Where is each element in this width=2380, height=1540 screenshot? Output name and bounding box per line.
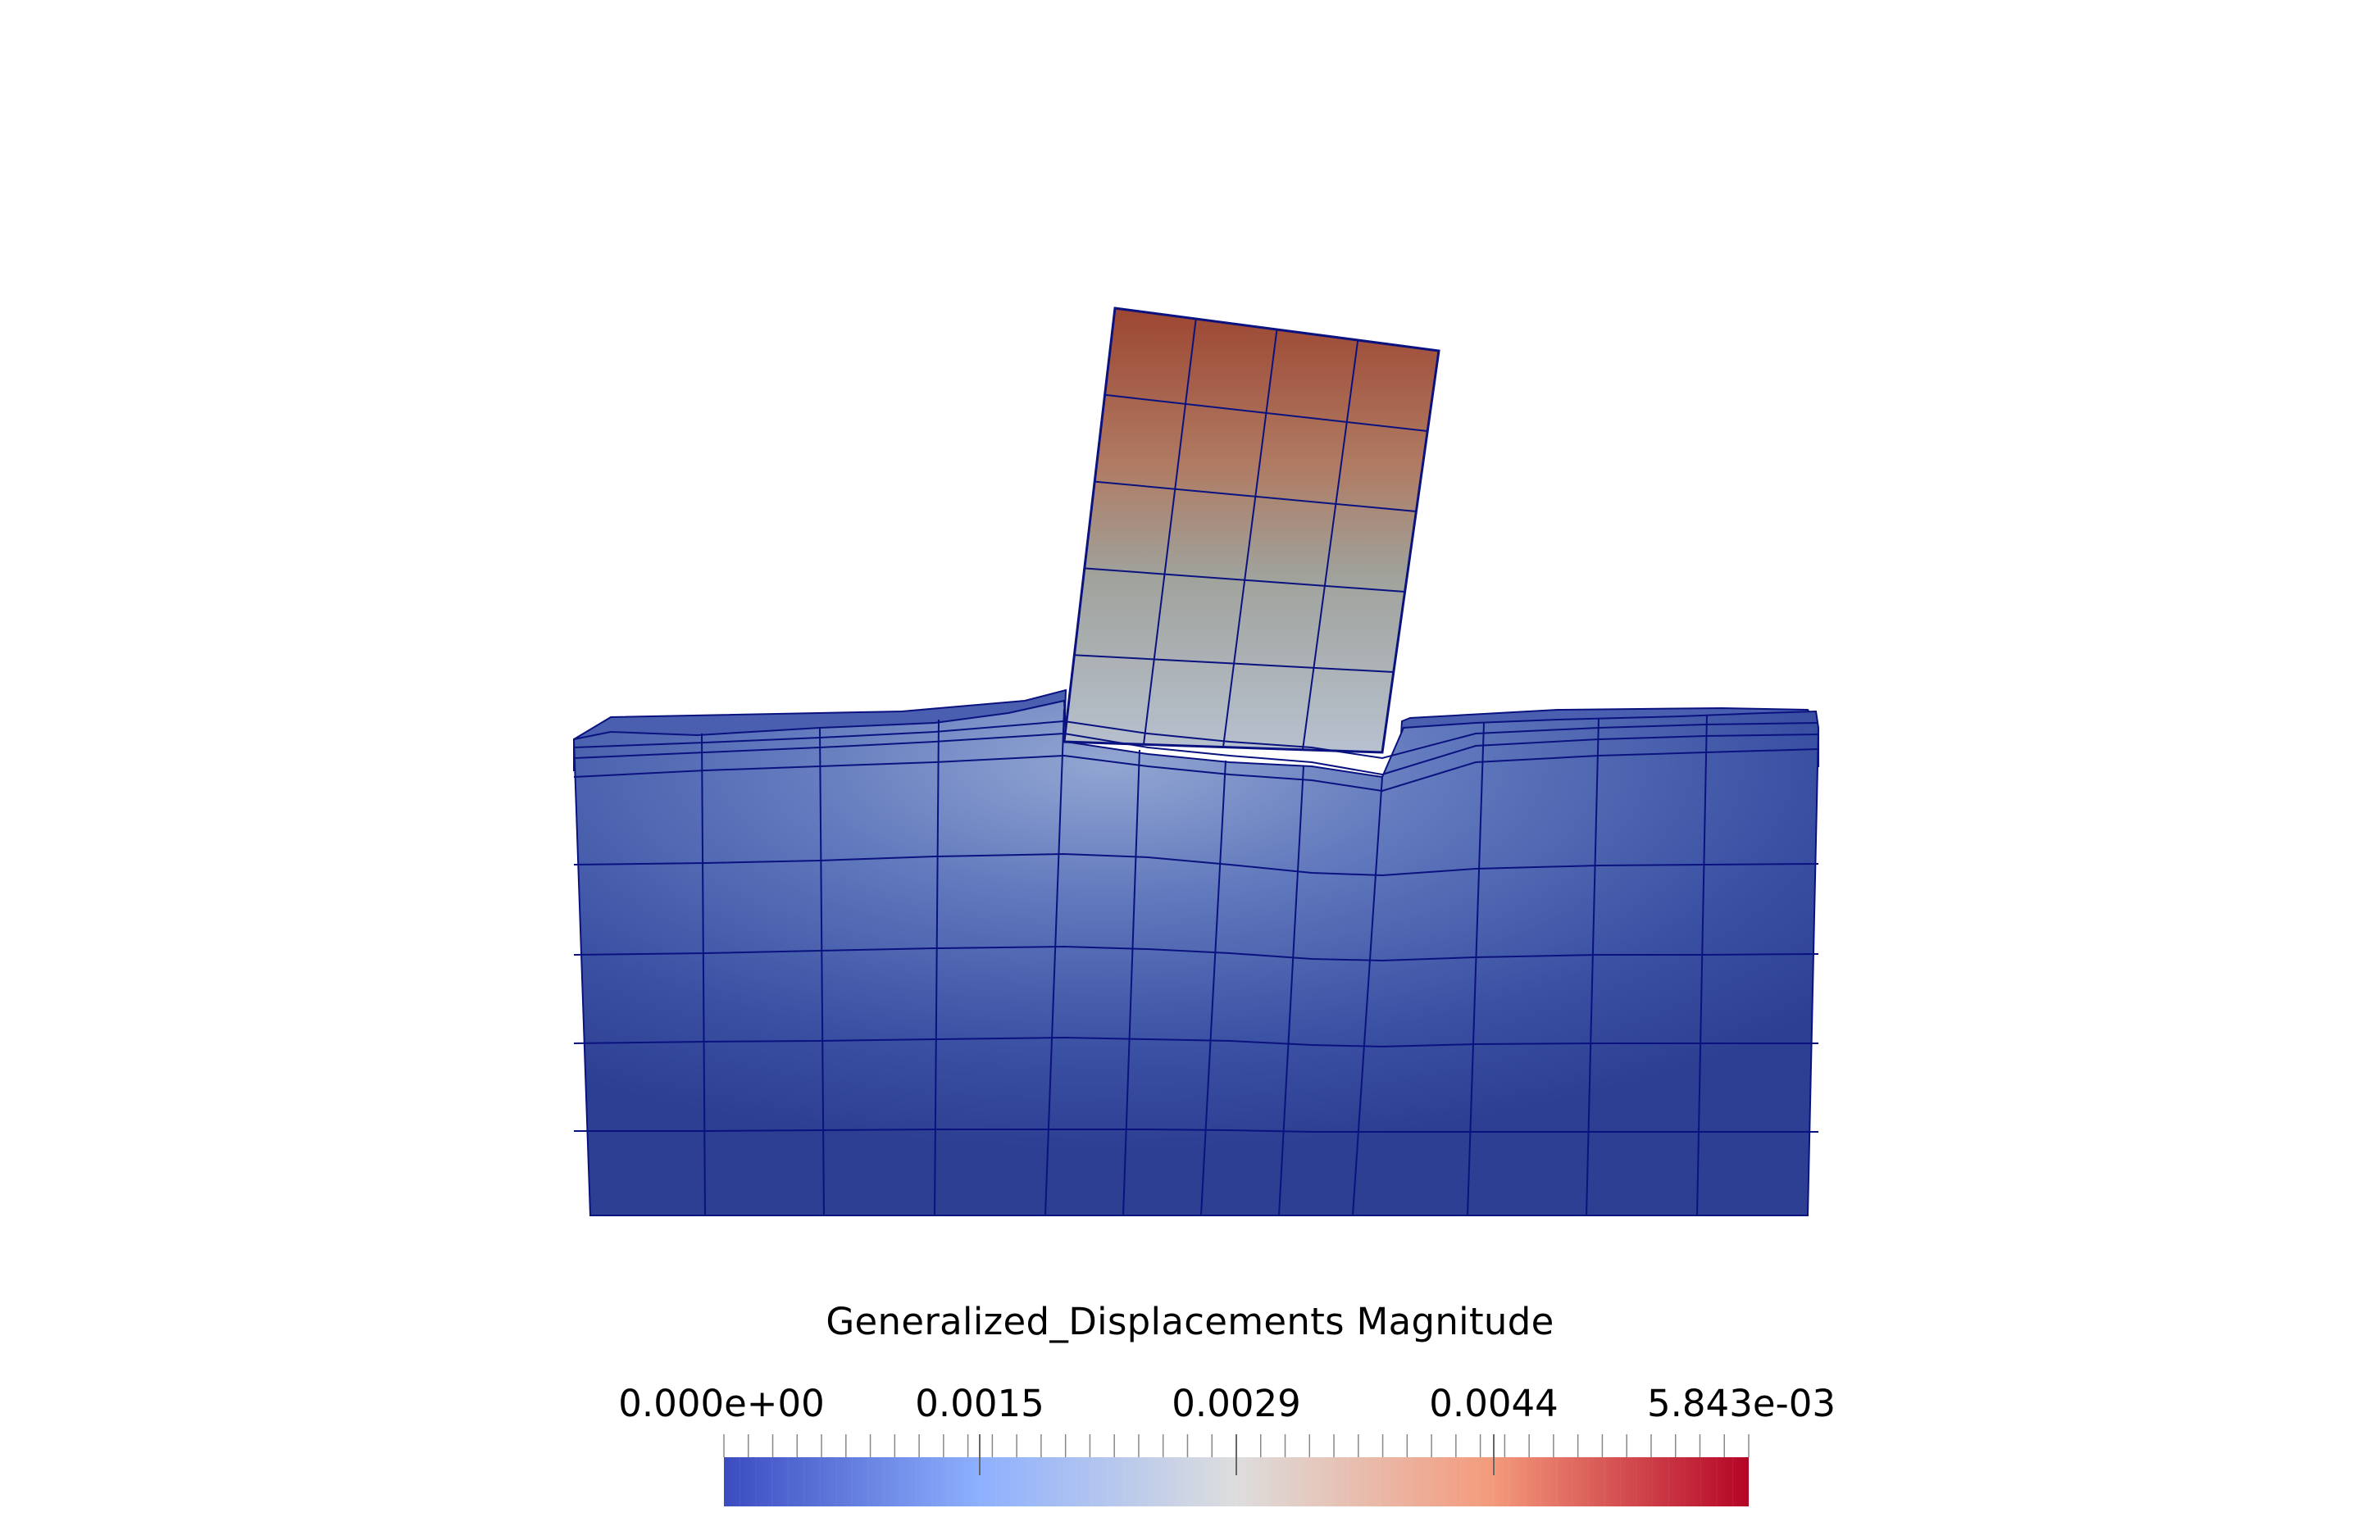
column-mesh-row-3 [1084, 567, 1405, 593]
foundation-block [572, 688, 1820, 1216]
scalar-bar-label-1: 0.0015 [915, 1382, 1044, 1425]
mesh-col-3 [934, 719, 940, 1216]
mesh-col-4 [1044, 708, 1065, 1216]
mesh-row-5 [573, 945, 1819, 962]
mesh-col-10 [1586, 717, 1600, 1216]
mesh-col-9 [1467, 722, 1485, 1216]
scalar-bar[interactable] [723, 1434, 1750, 1506]
scalar-bar-bands [739, 1457, 1733, 1506]
mesh-col-2 [819, 727, 825, 1216]
mesh-col-8 [1352, 776, 1383, 1216]
scalar-bar-label-max: 5.843e-03 [1646, 1382, 1836, 1425]
scalar-bar-ticks [723, 1434, 1750, 1475]
column-mesh-col-2 [1222, 329, 1278, 747]
column-mesh-col-3 [1302, 339, 1359, 750]
column-mesh-col-1 [1143, 318, 1197, 745]
mesh-col-7 [1278, 765, 1304, 1216]
scalar-bar-label-min: 0.000e+00 [618, 1382, 825, 1425]
mesh-col-5 [1122, 749, 1140, 1216]
mesh-grid-lines [573, 318, 1819, 1216]
mesh-row-7 [574, 1129, 1818, 1133]
foundation-body [572, 699, 1820, 1216]
mesh-row-6 [573, 1036, 1818, 1048]
column-mesh-row-2 [1094, 480, 1417, 512]
mesh-col-1 [701, 733, 706, 1216]
column-mesh-row-1 [1104, 393, 1428, 432]
scalar-bar-label-3: 0.0044 [1429, 1382, 1559, 1425]
mesh-row-4 [573, 852, 1819, 877]
mesh-col-11 [1696, 714, 1708, 1216]
mesh-col-6 [1200, 760, 1226, 1216]
scalar-bar-label-2: 0.0029 [1172, 1382, 1301, 1425]
column-mesh-row-4 [1074, 654, 1394, 673]
scalar-bar-title: Generalized_Displacements Magnitude [826, 1300, 1554, 1343]
